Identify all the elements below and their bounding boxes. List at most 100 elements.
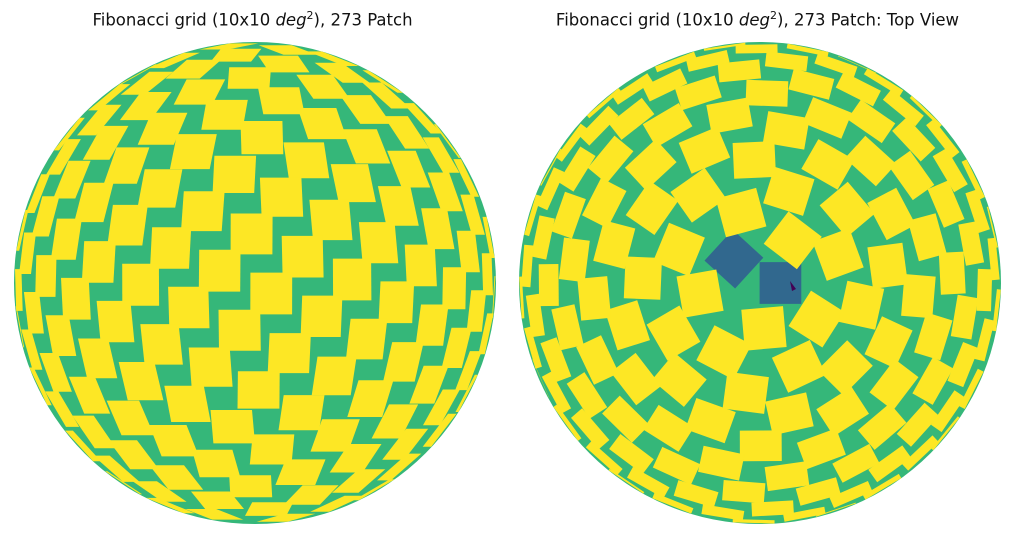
grid-patch: [576, 335, 619, 385]
grid-patch: [958, 221, 985, 266]
grid-patch: [275, 459, 326, 485]
grid-patch: [722, 480, 766, 504]
grid-patch: [45, 391, 80, 427]
grid-patch: [579, 105, 619, 146]
grid-patch: [862, 473, 902, 500]
grid-patch: [188, 347, 233, 387]
grid-patch: [888, 150, 935, 201]
grid-patch: [524, 194, 541, 237]
grid-patch: [817, 340, 873, 396]
grid-patch: [149, 465, 204, 490]
grid-patch: [582, 177, 627, 229]
grid-patch: [625, 180, 679, 235]
grid-patch: [947, 342, 979, 388]
grid-patch: [844, 135, 897, 187]
grid-patch: [652, 446, 701, 485]
grid-patch: [210, 410, 255, 444]
grid-patch: [345, 318, 388, 360]
grid-patch: [150, 227, 192, 269]
grid-patch: [339, 95, 392, 124]
grid-patch: [902, 435, 939, 471]
chart-title-left: Fibonacci grid (10x10 deg2), 273 Patch: [92, 9, 413, 30]
grid-patch: [132, 481, 187, 502]
grid-patch: [602, 395, 650, 443]
grid-patch: [146, 497, 195, 514]
grid-patch: [701, 504, 745, 521]
grid-patch: [31, 196, 60, 237]
grid-patch: [210, 48, 262, 62]
grid-patch: [492, 276, 496, 318]
grid-patch: [927, 180, 965, 228]
grid-patch: [892, 117, 936, 162]
grid-patch: [191, 449, 241, 478]
grid-patch: [230, 213, 273, 255]
grid-patch: [976, 268, 993, 312]
grid-patch: [77, 104, 122, 136]
grid-patch: [61, 277, 91, 320]
grid-patch: [627, 466, 670, 499]
grid-patch: [173, 79, 226, 105]
grid-patch: [218, 309, 261, 351]
grid-patch: [551, 191, 586, 239]
grid-patch: [795, 477, 841, 506]
grid-patch: [347, 380, 394, 417]
grid-patch: [788, 290, 845, 348]
grid-patch: [698, 445, 745, 481]
grid-patch: [816, 502, 856, 517]
grid-patch: [783, 506, 826, 522]
grid-patch: [120, 71, 174, 95]
grid-patch: [551, 304, 584, 351]
grid-patch: [74, 182, 114, 223]
grid-patch: [864, 316, 913, 369]
grid-patch: [986, 206, 998, 248]
grid-patch: [586, 88, 621, 119]
grid-patch: [404, 244, 437, 287]
grid-patch: [455, 374, 478, 412]
grid-patch: [816, 386, 869, 437]
grid-patch: [653, 222, 705, 277]
grid-patch: [868, 445, 912, 483]
grid-patch: [422, 413, 457, 447]
grid-patch: [763, 166, 815, 216]
grid-patch: [15, 306, 25, 348]
grid-patch: [585, 441, 623, 476]
grid-patch: [829, 481, 873, 508]
grid-patch: [329, 444, 382, 473]
grid-patch: [106, 400, 154, 436]
grid-patch: [786, 43, 829, 57]
grid-patch: [383, 342, 424, 382]
grid-patch: [257, 87, 305, 115]
grid-patch: [165, 59, 222, 79]
grid-patch: [802, 97, 852, 139]
grid-patch: [300, 295, 343, 337]
grid-patch: [330, 164, 376, 203]
grid-patch: [685, 398, 736, 444]
grid-patch: [433, 124, 461, 158]
grid-patch: [553, 404, 582, 441]
grid-patch: [181, 191, 225, 232]
grid-patch: [643, 404, 694, 452]
grid-patch: [566, 372, 608, 419]
grid-patch: [481, 253, 493, 296]
grid-patch: [118, 362, 164, 401]
grid-patch: [201, 99, 248, 130]
grid-patch: [732, 141, 776, 179]
grid-patch: [415, 304, 449, 346]
grid-patch: [377, 186, 419, 226]
grid-patch: [107, 204, 148, 246]
right-panel: Fibonacci grid (10x10 deg2), 273 Patch: …: [505, 0, 1010, 536]
grid-patch: [88, 84, 131, 111]
grid-patch: [371, 404, 419, 439]
grid-patch: [540, 337, 572, 383]
grid-patch: [278, 395, 325, 431]
grid-patch: [296, 74, 350, 99]
grid-patch: [35, 255, 57, 297]
grid-patch: [759, 262, 802, 304]
grid-patch: [608, 468, 645, 494]
grid-patch: [835, 71, 881, 107]
grid-patch: [478, 313, 494, 355]
grid-patch: [751, 500, 794, 517]
grid-patch: [314, 62, 370, 83]
grid-patch: [309, 199, 353, 241]
grid-patch: [377, 453, 422, 481]
